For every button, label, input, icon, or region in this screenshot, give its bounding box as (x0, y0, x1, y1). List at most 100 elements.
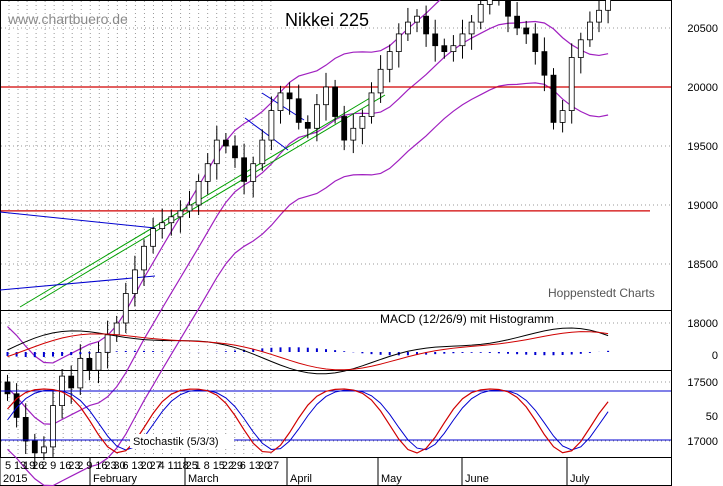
candle-body (268, 110, 275, 141)
candle-body (605, 0, 611, 11)
x-day-label: 15 (213, 460, 225, 472)
x-day-label: 23 (68, 460, 80, 472)
y-tick-label: 20000 (687, 82, 718, 94)
stochastic-d-line (7, 389, 609, 451)
candle-body (395, 33, 402, 53)
y-tick-label: 19000 (687, 200, 718, 212)
x-day-label: 20 (140, 460, 152, 472)
x-day-label: 6 (240, 460, 246, 472)
candle-body (404, 21, 411, 35)
candle-body (468, 21, 475, 35)
candle-body (113, 322, 120, 336)
x-day-label: 13 (131, 460, 143, 472)
candle-body (195, 180, 202, 206)
candle-body (350, 127, 357, 141)
x-day-label: 19 (23, 460, 35, 472)
candle-body (250, 163, 257, 182)
y-tick-label: 17000 (687, 436, 718, 448)
stochastic-k-line (7, 388, 609, 454)
candle-body (122, 293, 129, 324)
candle-body (131, 269, 138, 294)
x-day-label: 27 (149, 460, 161, 472)
candle-body (95, 352, 102, 371)
candle-body (277, 92, 284, 112)
candle-body (168, 216, 175, 224)
candle-body (177, 210, 184, 218)
y-tick-label: 17500 (687, 377, 718, 389)
candle-body (141, 245, 147, 271)
x-day-label: 30 (113, 460, 125, 472)
candle-body (186, 204, 193, 212)
candle-body (222, 139, 229, 147)
candle-body (68, 375, 75, 389)
candle-body (332, 86, 339, 117)
x-month-label: July (570, 473, 590, 485)
trend-line (19, 97, 371, 308)
candle-body (386, 51, 393, 70)
candle-body (486, 0, 493, 5)
candle-body (304, 122, 311, 129)
candle-body (323, 86, 329, 106)
x-day-label: 8 (204, 460, 210, 472)
candle-body (159, 222, 166, 229)
chart-title: Nikkei 225 (285, 10, 369, 30)
candle-body (450, 45, 457, 53)
source-label: Hoppenstedt Charts (548, 286, 655, 300)
x-day-label: 23 (104, 460, 116, 472)
x-month-label: 2015 (3, 473, 27, 485)
candle-body (31, 440, 38, 454)
candle-body (232, 145, 238, 159)
candle-body (313, 104, 320, 129)
x-month-label: May (381, 473, 402, 485)
candle-body (241, 157, 248, 182)
site-label: www.chartbuero.de (7, 11, 128, 27)
bollinger-band (7, 82, 609, 486)
candle-body (414, 15, 420, 23)
candle-body (587, 21, 593, 41)
candle-body (295, 98, 302, 123)
x-day-label: 2 (77, 460, 83, 472)
candle-body (559, 110, 566, 123)
candle-body (596, 9, 602, 23)
x-day-label: 22 (222, 460, 234, 472)
x-day-label: 9 (50, 460, 56, 472)
x-day-label: 29 (231, 460, 243, 472)
x-day-label: 18 (177, 460, 189, 472)
candle-body (514, 15, 520, 29)
candle-body (477, 4, 484, 23)
candle-body (568, 57, 575, 111)
x-day-label: 11 (168, 460, 179, 472)
candle-body (41, 446, 47, 454)
channel-line (0, 211, 156, 229)
candle-body (523, 27, 530, 35)
x-day-label: 6 (122, 460, 128, 472)
candle-body (50, 405, 56, 448)
macd-label: MACD (12/26/9) mit Histogramm (380, 312, 554, 326)
y-tick-label: 19500 (687, 141, 718, 153)
x-day-label: 4 (159, 460, 165, 472)
y-tick-label: 18000 (687, 318, 718, 330)
candle-body (441, 45, 448, 53)
x-day-label: 26 (32, 460, 44, 472)
x-day-label: 5 (5, 460, 11, 472)
stochastic-label: Stochastik (5/3/3) (133, 436, 219, 448)
x-month-label: June (465, 473, 489, 485)
candle-body (541, 51, 548, 76)
candle-body (359, 116, 366, 129)
candle-body (459, 33, 466, 47)
candle-body (22, 416, 29, 442)
x-day-label: 27 (267, 460, 279, 472)
macd-tick-label: 0 (712, 350, 718, 362)
x-day-label: 25 (186, 460, 198, 472)
stochastic-tick-label: 50 (706, 411, 718, 423)
macd-signal-line (7, 331, 609, 371)
x-day-label: 13 (14, 460, 26, 472)
x-day-label: 16 (95, 460, 107, 472)
candle-body (213, 139, 220, 165)
candle-body (377, 68, 384, 94)
trend-line (39, 94, 386, 301)
candle-body (368, 92, 375, 117)
candle-body (286, 92, 293, 100)
channel-line (0, 275, 156, 291)
